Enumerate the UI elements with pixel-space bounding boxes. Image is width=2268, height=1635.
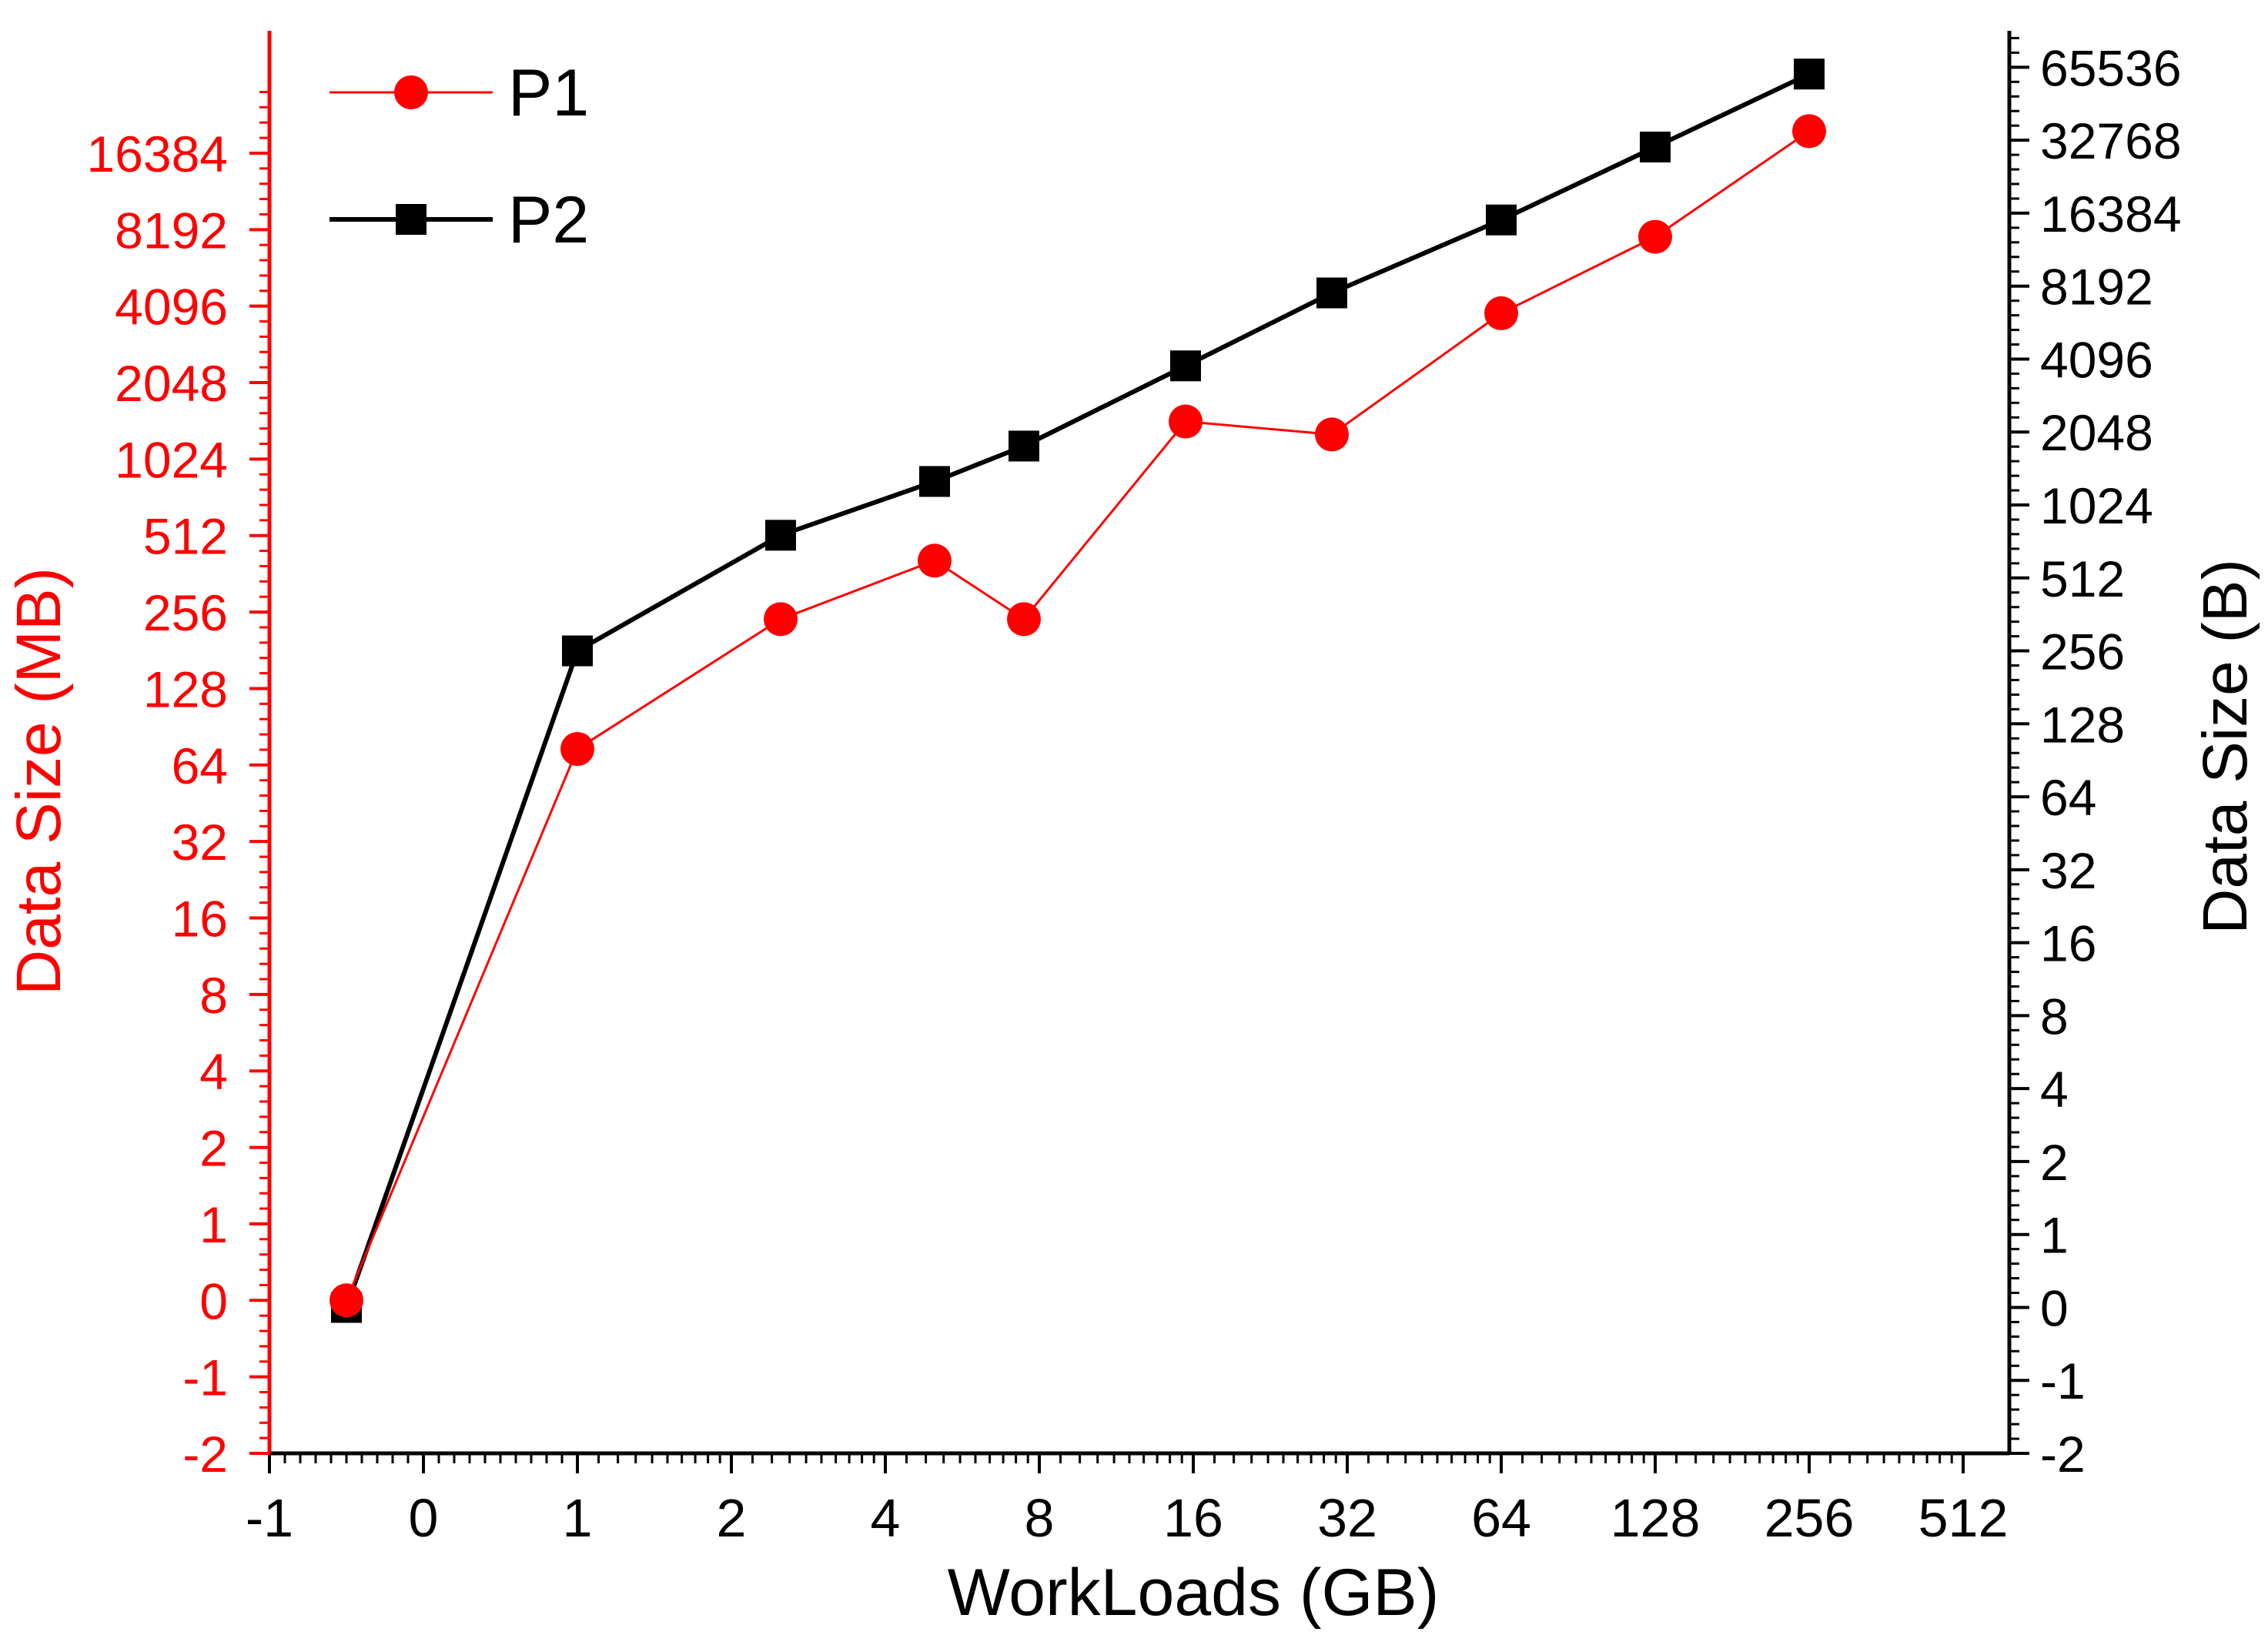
y-right-tick-label: 1024 — [2040, 477, 2153, 534]
y-left-tick-label: 16384 — [86, 125, 228, 182]
data-point-p1 — [1792, 114, 1826, 149]
y-left-axis-title: Data Size (MB) — [4, 567, 74, 995]
y-left-tick-label: 2 — [199, 1120, 228, 1177]
x-tick-label: 64 — [1471, 1488, 1531, 1548]
data-point-p1 — [1169, 404, 1203, 439]
data-point-p1 — [1638, 219, 1672, 254]
y-right-tick-label: -2 — [2040, 1426, 2086, 1483]
y-left-tick-label: 64 — [172, 737, 228, 794]
x-tick-label: 512 — [1918, 1488, 2009, 1548]
x-axis-title: WorkLoads (GB) — [948, 1556, 1440, 1630]
y-right-tick-label: 256 — [2040, 624, 2125, 680]
y-right-tick-label: 64 — [2040, 769, 2096, 826]
y-right-axis-title: Data Size (B) — [2190, 559, 2260, 935]
data-point-p1 — [1315, 417, 1349, 452]
x-tick-label: 4 — [871, 1488, 901, 1548]
series-line-p1 — [345, 130, 1810, 1301]
legend-label-p2: P2 — [508, 183, 589, 257]
data-point-p2 — [919, 466, 950, 497]
data-point-p2 — [1170, 350, 1201, 382]
y-left-tick-label: 0 — [199, 1272, 228, 1329]
plot-frame — [267, 31, 2012, 1456]
x-tick-label: 256 — [1765, 1488, 1855, 1548]
data-point-p2 — [562, 635, 593, 667]
y-left-tick-label: 2048 — [115, 355, 228, 412]
y-right-tick-label: 1 — [2040, 1207, 2069, 1264]
legend-marker-p2 — [396, 204, 427, 235]
data-point-p2 — [765, 520, 796, 551]
x-tick-label: 1 — [563, 1488, 593, 1548]
data-point-p2 — [1794, 59, 1825, 90]
data-point-p1 — [1007, 602, 1041, 637]
y-right-tick-label: 65536 — [2040, 39, 2182, 96]
y-right-tick-label: 4096 — [2040, 331, 2153, 388]
y-left-tick-label: 512 — [143, 508, 228, 565]
y-left-tick-label: 4 — [199, 1043, 228, 1100]
y-left-tick-label: 32 — [172, 814, 228, 871]
x-axis: -1 0 1 2 4 8 16 32 64 128 256 512 — [246, 1453, 2009, 1548]
data-point-p2 — [1486, 204, 1517, 236]
y-right-tick-label: 16 — [2040, 915, 2096, 972]
y-left-tick-label: 256 — [143, 584, 228, 641]
y-left-tick-label: 4096 — [115, 279, 228, 336]
y-left-tick-label: 128 — [143, 660, 228, 717]
series-layer — [329, 59, 1826, 1323]
data-point-p1 — [1484, 296, 1518, 330]
y-right-tick-label: 128 — [2040, 696, 2125, 753]
data-point-p1 — [918, 543, 952, 578]
y-right-tick-label: 32 — [2040, 842, 2096, 899]
data-point-p2 — [1640, 131, 1671, 162]
y-right-tick-label: 16384 — [2040, 186, 2182, 242]
data-point-p1 — [764, 602, 798, 637]
y-left-tick-label: 8 — [199, 967, 228, 1024]
data-point-p2 — [1009, 430, 1039, 462]
y-right-tick-label: -1 — [2040, 1352, 2086, 1409]
x-tick-label: 8 — [1025, 1488, 1055, 1548]
y-right-tick-label: 512 — [2040, 550, 2125, 607]
y-right-tick-label: 2048 — [2040, 404, 2153, 461]
legend: P1 P2 — [329, 56, 589, 257]
y-left-tick-label: 1024 — [115, 431, 228, 488]
y-left-tick-label: 8192 — [115, 202, 228, 259]
y-right-tick-label: 4 — [2040, 1061, 2069, 1118]
y-right-axis: -2 -1 0 1 2 4 8 16 32 64 128 256 512 1024 2048 4096 8192… — [2009, 36, 2182, 1483]
y-left-tick-label: 16 — [172, 891, 228, 948]
x-tick-label: 32 — [1317, 1488, 1377, 1548]
x-tick-label: -1 — [246, 1488, 293, 1548]
y-left-tick-label: 1 — [199, 1196, 228, 1253]
data-point-p1 — [560, 731, 594, 766]
y-right-tick-label: 2 — [2040, 1134, 2069, 1191]
data-point-p2 — [1316, 277, 1347, 309]
y-left-axis: -2 -1 0 1 2 4 8 16 32 64 128 256 512 1024 2048 4096 8192… — [86, 90, 269, 1483]
x-tick-label: 128 — [1611, 1488, 1701, 1548]
legend-label-p1: P1 — [508, 56, 589, 130]
series-line-p2 — [344, 72, 1811, 1309]
y-right-tick-label: 0 — [2040, 1279, 2069, 1336]
y-right-tick-label: 8192 — [2040, 259, 2153, 316]
y-left-tick-label: -1 — [182, 1349, 228, 1406]
data-point-p1 — [329, 1283, 363, 1318]
y-right-tick-label: 32768 — [2040, 112, 2182, 169]
y-right-tick-label: 8 — [2040, 988, 2069, 1045]
legend-marker-p1 — [394, 75, 428, 109]
x-tick-label: 2 — [717, 1488, 747, 1548]
x-tick-label: 16 — [1163, 1488, 1223, 1548]
x-tick-label: 0 — [409, 1488, 439, 1548]
y-left-tick-label: -2 — [182, 1426, 228, 1483]
